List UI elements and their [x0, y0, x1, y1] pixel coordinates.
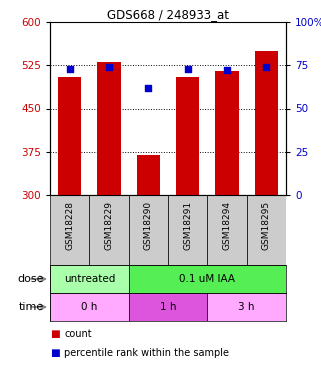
Text: time: time: [18, 302, 44, 312]
Bar: [50, 195, 89, 265]
Bar: [207, 195, 247, 265]
Bar: [207, 293, 286, 321]
Bar: [129, 195, 168, 265]
Text: GSM18295: GSM18295: [262, 201, 271, 250]
Text: GSM18294: GSM18294: [222, 201, 231, 250]
Text: 0.1 uM IAA: 0.1 uM IAA: [179, 274, 235, 284]
Text: GSM18291: GSM18291: [183, 201, 192, 250]
Point: [224, 68, 230, 74]
Point: [67, 66, 72, 72]
Bar: [50, 265, 129, 293]
Point: [264, 64, 269, 70]
Bar: [136, 154, 160, 195]
Text: dose: dose: [17, 274, 44, 284]
Bar: [129, 265, 286, 293]
Bar: [168, 195, 207, 265]
Bar: [97, 62, 121, 195]
Bar: [50, 293, 129, 321]
Text: ■: ■: [50, 348, 60, 358]
Point: [185, 66, 190, 72]
Bar: [129, 293, 207, 321]
Point: [107, 64, 112, 70]
Text: 3 h: 3 h: [239, 302, 255, 312]
Text: untreated: untreated: [64, 274, 115, 284]
Bar: [255, 51, 278, 195]
Text: ■: ■: [50, 329, 60, 339]
Bar: [89, 195, 129, 265]
Bar: [215, 71, 239, 195]
Text: GSM18229: GSM18229: [105, 201, 114, 250]
Title: GDS668 / 248933_at: GDS668 / 248933_at: [107, 8, 229, 21]
Text: percentile rank within the sample: percentile rank within the sample: [65, 348, 230, 358]
Bar: [176, 77, 199, 195]
Text: GSM18228: GSM18228: [65, 201, 74, 250]
Point: [146, 85, 151, 91]
Text: 0 h: 0 h: [81, 302, 98, 312]
Text: count: count: [65, 329, 92, 339]
Text: 1 h: 1 h: [160, 302, 176, 312]
Bar: [58, 77, 82, 195]
Bar: [247, 195, 286, 265]
Text: GSM18290: GSM18290: [144, 201, 153, 250]
